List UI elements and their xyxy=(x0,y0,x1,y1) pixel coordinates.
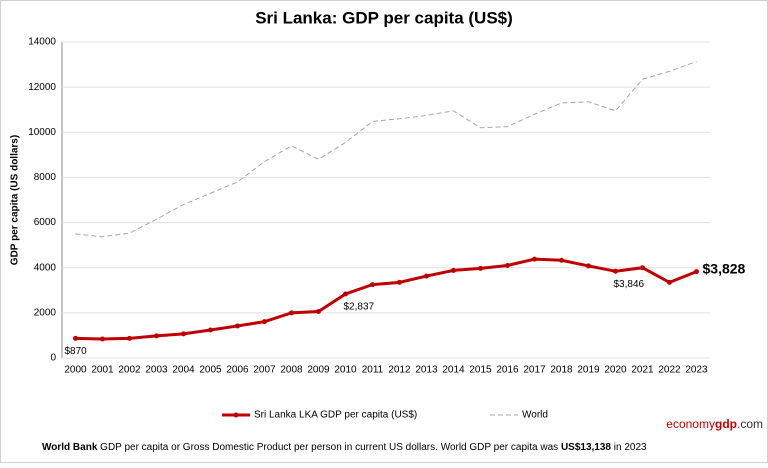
x-tick-label: 2019 xyxy=(577,365,600,376)
x-tick-label: 2014 xyxy=(442,365,465,376)
logo: economygdp.com xyxy=(666,417,763,431)
footer-source: World Bank xyxy=(42,442,98,453)
legend-marker xyxy=(233,412,239,418)
chart-title: Sri Lanka: GDP per capita (US$) xyxy=(255,8,513,27)
point xyxy=(235,323,240,329)
footer-value: US$13,138 xyxy=(561,442,611,453)
y-tick-label: 12000 xyxy=(28,82,56,93)
footer-year: in 2023 xyxy=(614,442,647,453)
x-tick-label: 2002 xyxy=(118,365,141,376)
y-tick-label: 8000 xyxy=(34,172,57,183)
footer-world: World GDP per capita was xyxy=(441,442,558,453)
x-tick-label: 2008 xyxy=(280,365,303,376)
x-tick-label: 2000 xyxy=(64,365,87,376)
y-tick-label: 2000 xyxy=(34,307,57,318)
x-tick-label: 2023 xyxy=(685,365,708,376)
point xyxy=(667,279,672,285)
x-tick-label: 2013 xyxy=(415,365,438,376)
x-tick-label: 2003 xyxy=(145,365,168,376)
y-tick-label: 14000 xyxy=(28,37,56,48)
x-tick-label: 2016 xyxy=(496,365,519,376)
point xyxy=(640,265,645,271)
point xyxy=(478,265,483,271)
point xyxy=(586,263,591,269)
point xyxy=(100,336,105,342)
point xyxy=(262,319,267,325)
footer: World Bank GDP per capita or Gross Domes… xyxy=(42,442,647,453)
value-label: $2,837 xyxy=(344,302,375,313)
point xyxy=(397,279,402,285)
logo-part: .com xyxy=(737,417,763,431)
point xyxy=(370,282,375,288)
y-axis-label: GDP per capita (US dollars) xyxy=(10,135,21,265)
x-tick-label: 2021 xyxy=(631,365,654,376)
point xyxy=(505,262,510,268)
x-tick-label: 2001 xyxy=(91,365,114,376)
x-tick-label: 2022 xyxy=(658,365,681,376)
logo-part: gdp xyxy=(715,417,737,431)
logo-part: economy xyxy=(666,417,715,431)
series-line xyxy=(75,257,698,341)
x-tick-label: 2005 xyxy=(199,365,222,376)
point xyxy=(424,273,429,279)
legend-label: World xyxy=(522,410,548,421)
point xyxy=(694,269,699,275)
point xyxy=(532,256,537,262)
series-line xyxy=(75,60,697,238)
x-tick-label: 2010 xyxy=(334,365,357,376)
point xyxy=(316,309,321,315)
point xyxy=(613,268,618,274)
point xyxy=(181,331,186,337)
x-tick-label: 2007 xyxy=(253,365,276,376)
point xyxy=(127,335,132,341)
x-tick-label: 2018 xyxy=(550,365,573,376)
point xyxy=(73,335,78,341)
x-tick-label: 2020 xyxy=(604,365,627,376)
x-tick-label: 2011 xyxy=(362,365,384,376)
point xyxy=(208,327,213,333)
point xyxy=(559,257,564,263)
point xyxy=(154,333,159,339)
legend-label: Sri Lanka LKA GDP per capita (US$) xyxy=(254,410,417,421)
value-label: $3,828 xyxy=(703,260,746,276)
x-tick-label: 2009 xyxy=(307,365,330,376)
point xyxy=(451,267,456,273)
value-label: $870 xyxy=(65,346,88,357)
value-label: $3,846 xyxy=(614,279,645,290)
y-tick-label: 4000 xyxy=(34,262,57,273)
x-tick-label: 2012 xyxy=(388,365,411,376)
y-tick-label: 0 xyxy=(50,353,56,364)
point xyxy=(343,291,348,297)
x-tick-label: 2017 xyxy=(523,365,546,376)
x-tick-label: 2004 xyxy=(172,365,195,376)
point xyxy=(289,310,294,316)
x-tick-label: 2006 xyxy=(226,365,249,376)
y-tick-label: 6000 xyxy=(34,217,57,228)
x-tick-label: 2015 xyxy=(469,365,492,376)
footer-text: GDP per capita or Gross Domestic Product… xyxy=(100,442,438,453)
y-tick-label: 10000 xyxy=(28,127,56,138)
